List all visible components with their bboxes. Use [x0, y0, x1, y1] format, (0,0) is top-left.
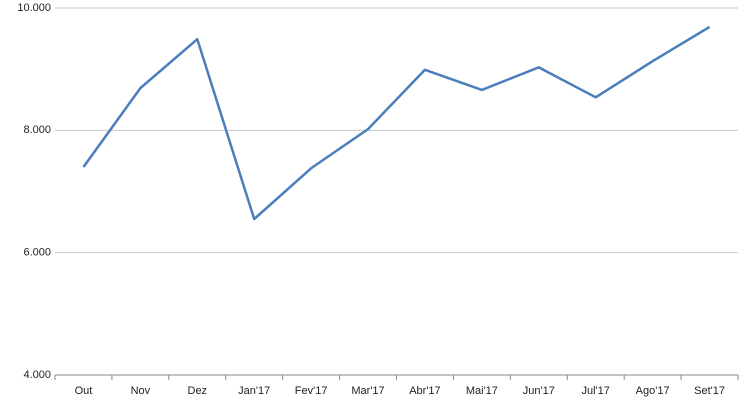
x-tick-label: Mai'17 — [466, 385, 498, 397]
x-tick-label: Jun'17 — [523, 385, 555, 397]
x-tick-label: Out — [75, 385, 93, 397]
y-tick-label: 6.000 — [23, 247, 51, 259]
y-tick-label: 8.000 — [23, 124, 51, 136]
x-tick-label: Abr'17 — [409, 385, 440, 397]
x-tick-label: Jul'17 — [582, 385, 610, 397]
x-tick-label: Jan'17 — [238, 385, 270, 397]
x-tick-label: Dez — [188, 385, 208, 397]
x-tick-label: Set'17 — [694, 385, 725, 397]
x-tick-label: Fev'17 — [295, 385, 328, 397]
x-tick-label: Ago'17 — [636, 385, 670, 397]
line — [82, 25, 711, 221]
y-tick-label: 10.000 — [17, 2, 51, 14]
x-tick-label: Mar'17 — [351, 385, 384, 397]
y-tick-label: 4.000 — [23, 369, 51, 381]
x-tick-label: Nov — [131, 385, 151, 397]
